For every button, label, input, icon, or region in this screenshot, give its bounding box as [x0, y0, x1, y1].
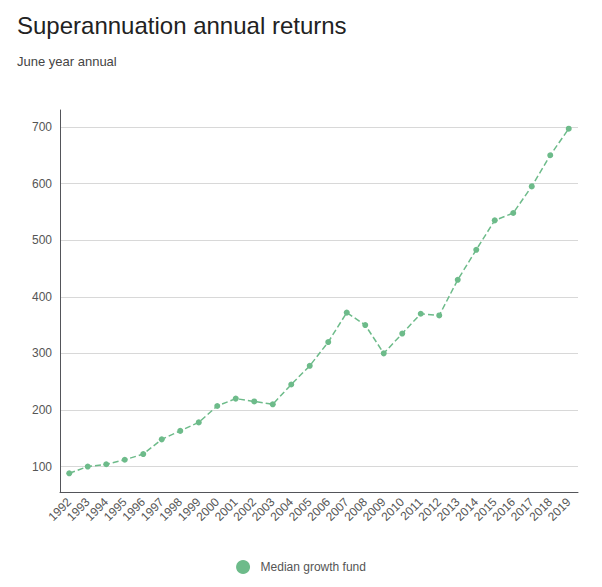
svg-text:2008: 2008: [341, 495, 371, 524]
svg-text:2012: 2012: [415, 495, 445, 524]
svg-text:Superannuation annual returns: Superannuation annual returns: [17, 12, 347, 39]
svg-text:2009: 2009: [359, 495, 389, 524]
svg-text:1998: 1998: [156, 495, 186, 524]
svg-text:1993: 1993: [63, 495, 93, 524]
svg-text:2015: 2015: [470, 495, 500, 524]
svg-text:2007: 2007: [322, 495, 352, 524]
svg-text:1994: 1994: [82, 495, 112, 524]
svg-text:2011: 2011: [397, 495, 426, 524]
svg-text:2003: 2003: [248, 495, 278, 524]
svg-text:100: 100: [32, 460, 52, 474]
svg-text:1992: 1992: [45, 495, 75, 524]
svg-text:2002: 2002: [230, 495, 260, 524]
svg-text:2010: 2010: [378, 495, 408, 524]
svg-text:600: 600: [32, 177, 52, 191]
svg-text:2017: 2017: [507, 495, 537, 524]
svg-text:2000: 2000: [193, 495, 223, 524]
svg-text:500: 500: [32, 233, 52, 247]
svg-text:1995: 1995: [100, 495, 130, 524]
svg-text:2005: 2005: [285, 495, 315, 524]
svg-text:200: 200: [32, 403, 52, 417]
svg-text:Median growth fund: Median growth fund: [261, 560, 366, 574]
svg-text:700: 700: [32, 120, 52, 134]
svg-text:1997: 1997: [137, 495, 167, 524]
svg-text:2001: 2001: [211, 495, 241, 524]
svg-text:2018: 2018: [526, 495, 556, 524]
svg-text:1996: 1996: [119, 495, 149, 524]
svg-text:2004: 2004: [267, 495, 297, 524]
svg-text:June year annual: June year annual: [17, 54, 117, 69]
svg-text:2013: 2013: [433, 495, 463, 524]
svg-text:2006: 2006: [304, 495, 334, 524]
svg-text:1999: 1999: [174, 495, 204, 524]
svg-text:2016: 2016: [489, 495, 519, 524]
svg-text:2014: 2014: [452, 495, 482, 524]
svg-text:300: 300: [32, 346, 52, 360]
svg-text:400: 400: [32, 290, 52, 304]
svg-text:2019: 2019: [545, 495, 574, 524]
